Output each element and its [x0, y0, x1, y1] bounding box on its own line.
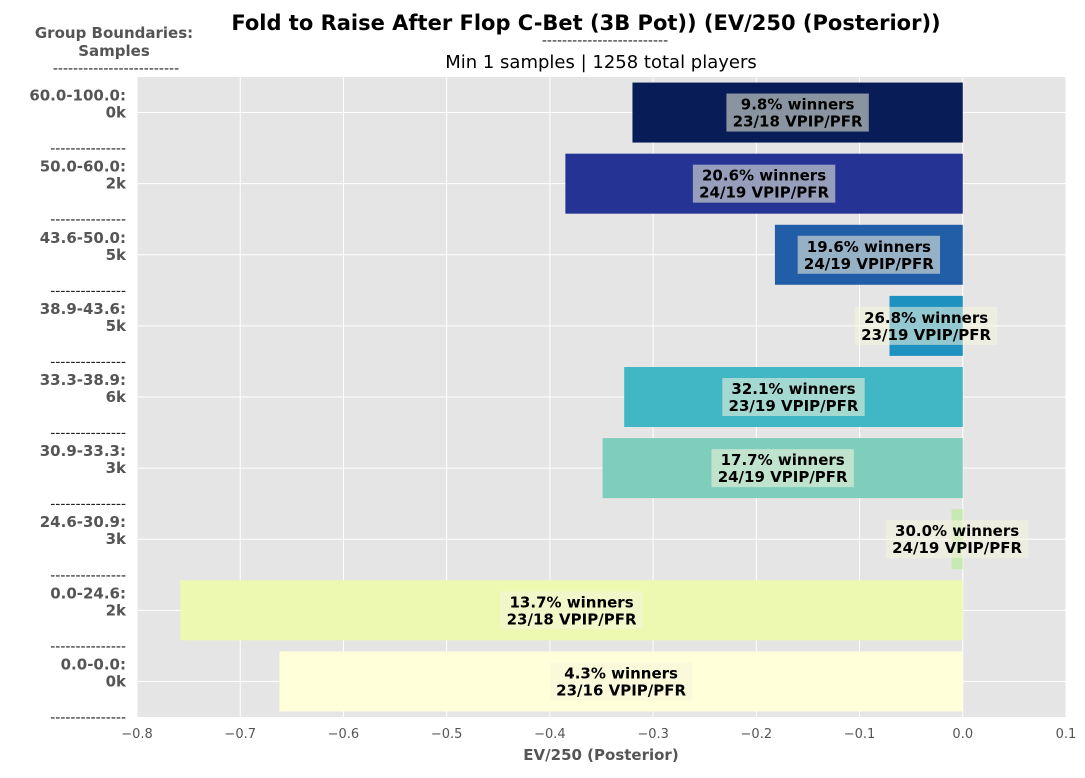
category-labels: 60.0-100.0:0k---------------50.0-60.0:2k…	[29, 87, 127, 726]
category-range-label: 38.9-43.6:	[40, 300, 126, 318]
bar-label-winners: 9.8% winners	[741, 96, 855, 114]
x-tick-label: −0.4	[534, 727, 566, 742]
bar-label-vpip: 24/19 VPIP/PFR	[699, 184, 829, 202]
bar-label-box	[722, 378, 865, 416]
category-range-label: 30.9-33.3:	[40, 442, 126, 460]
category-range-label: 43.6-50.0:	[40, 229, 126, 247]
x-tick-label: −0.7	[224, 727, 256, 742]
category-samples-label: 0k	[106, 104, 127, 122]
category-range-label: 0.0-0.0:	[61, 655, 126, 673]
x-tick-label: 0.0	[952, 727, 973, 742]
bar-label-vpip: 23/18 VPIP/PFR	[507, 610, 637, 628]
bar-label-winners: 20.6% winners	[702, 167, 826, 185]
category-range-label: 33.3-38.9:	[40, 371, 126, 389]
category-separator: ---------------	[50, 426, 126, 442]
x-tick-label: −0.3	[637, 727, 669, 742]
category-separator: ---------------	[50, 212, 126, 228]
bar-label-box	[854, 306, 998, 345]
category-range-label: 0.0-24.6:	[50, 584, 126, 602]
bar-label-vpip: 23/18 VPIP/PFR	[733, 113, 863, 131]
x-tick-label: −0.8	[121, 727, 153, 742]
bar-label-vpip: 23/19 VPIP/PFR	[861, 326, 991, 344]
bar-label-box	[726, 93, 869, 132]
category-samples-label: 2k	[106, 601, 127, 619]
category-range-label: 60.0-100.0:	[29, 87, 126, 105]
category-samples-label: 0k	[106, 672, 127, 690]
bar-label-box	[797, 235, 941, 274]
x-tick-label: −0.5	[431, 727, 463, 742]
bar-label-winners: 4.3% winners	[564, 664, 678, 682]
x-tick-label: −0.6	[328, 727, 360, 742]
category-range-label: 50.0-60.0:	[40, 158, 126, 176]
category-samples-label: 5k	[106, 317, 127, 335]
chart-subtitle: Min 1 samples | 1258 total players	[445, 52, 757, 73]
bar-label-box	[500, 591, 643, 630]
bar-label-winners: 30.0% winners	[895, 522, 1019, 540]
x-tick-label: −0.2	[741, 727, 773, 742]
x-axis-ticks: −0.8 −0.7 −0.6 −0.5 −0.4 −0.3 −0.2 −0.1 0.0 0.1	[121, 727, 1076, 742]
category-separator: ---------------	[50, 568, 126, 584]
group-header-samples: Samples	[78, 42, 150, 60]
category-separator: ---------------	[50, 639, 126, 655]
chart-title-underline: -------------------------	[542, 33, 668, 49]
bar-label-winners: 19.6% winners	[807, 238, 931, 256]
category-separator: ---------------	[50, 710, 126, 726]
bar-label-box	[692, 164, 836, 203]
bar-label-vpip: 23/19 VPIP/PFR	[729, 397, 859, 415]
bar-label-box	[885, 520, 1029, 559]
category-separator: ---------------	[50, 283, 126, 299]
group-header-underline: -------------------------	[53, 61, 179, 77]
bar-label-vpip: 24/19 VPIP/PFR	[718, 468, 848, 486]
bar-label-vpip: 24/19 VPIP/PFR	[892, 539, 1022, 557]
group-header: Group Boundaries:	[35, 24, 193, 42]
bar-label-vpip: 24/19 VPIP/PFR	[804, 255, 934, 273]
bar-label-box	[549, 662, 693, 701]
category-separator: ---------------	[50, 354, 126, 370]
bar-label-winners: 26.8% winners	[864, 309, 988, 327]
category-samples-label: 2k	[106, 175, 127, 193]
bar-label-winners: 13.7% winners	[510, 593, 634, 611]
bar-label-winners: 17.7% winners	[721, 451, 845, 469]
x-axis-label: EV/250 (Posterior)	[523, 746, 678, 764]
chart-title: Fold to Raise After Flop C-Bet (3B Pot))…	[231, 11, 940, 35]
category-samples-label: 3k	[106, 459, 127, 477]
x-tick-label: −0.1	[844, 727, 876, 742]
category-samples-label: 6k	[106, 388, 127, 406]
category-separator: ---------------	[50, 497, 126, 513]
x-tick-label: 0.1	[1056, 727, 1077, 742]
category-separator: ---------------	[50, 141, 126, 157]
bar-label-vpip: 23/16 VPIP/PFR	[556, 681, 686, 699]
bar-label-winners: 32.1% winners	[731, 380, 855, 398]
category-samples-label: 5k	[106, 246, 127, 264]
category-range-label: 24.6-30.9:	[40, 513, 126, 531]
bar-label-box	[711, 449, 854, 488]
category-samples-label: 3k	[106, 530, 127, 548]
